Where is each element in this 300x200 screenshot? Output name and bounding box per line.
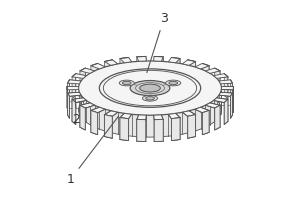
Ellipse shape <box>166 80 181 86</box>
Polygon shape <box>72 74 76 99</box>
Polygon shape <box>168 57 180 63</box>
Polygon shape <box>215 105 220 130</box>
Polygon shape <box>195 63 209 69</box>
Polygon shape <box>202 110 209 135</box>
Polygon shape <box>80 105 85 130</box>
Ellipse shape <box>122 81 131 85</box>
Polygon shape <box>206 103 220 108</box>
Ellipse shape <box>99 69 201 107</box>
Polygon shape <box>195 107 209 113</box>
Polygon shape <box>224 99 228 124</box>
Polygon shape <box>215 105 220 130</box>
Polygon shape <box>154 115 163 120</box>
Polygon shape <box>202 110 209 135</box>
Polygon shape <box>230 80 232 105</box>
Polygon shape <box>104 60 112 83</box>
Ellipse shape <box>146 97 154 100</box>
Polygon shape <box>91 107 105 113</box>
Polygon shape <box>104 115 112 138</box>
Ellipse shape <box>103 70 197 106</box>
Polygon shape <box>68 80 70 105</box>
Polygon shape <box>214 74 228 78</box>
Polygon shape <box>120 118 129 141</box>
Polygon shape <box>120 57 132 63</box>
Polygon shape <box>120 118 129 141</box>
Polygon shape <box>171 118 180 141</box>
Ellipse shape <box>130 81 170 96</box>
Polygon shape <box>206 68 220 73</box>
Text: 1: 1 <box>67 116 118 186</box>
Polygon shape <box>171 118 180 141</box>
Polygon shape <box>168 113 180 119</box>
Polygon shape <box>68 80 81 84</box>
Polygon shape <box>188 60 196 83</box>
Polygon shape <box>215 68 220 93</box>
Ellipse shape <box>169 81 178 85</box>
Polygon shape <box>104 111 118 116</box>
Ellipse shape <box>119 80 134 86</box>
Text: 3: 3 <box>147 12 168 73</box>
Polygon shape <box>137 56 146 61</box>
Polygon shape <box>154 119 163 142</box>
Ellipse shape <box>79 83 221 137</box>
Polygon shape <box>72 98 86 103</box>
Polygon shape <box>137 119 146 142</box>
Polygon shape <box>80 105 85 130</box>
Polygon shape <box>188 115 196 138</box>
Polygon shape <box>219 92 232 96</box>
Polygon shape <box>219 80 232 84</box>
Polygon shape <box>224 74 228 99</box>
Polygon shape <box>80 68 85 93</box>
Polygon shape <box>91 63 98 88</box>
Ellipse shape <box>140 84 160 92</box>
Polygon shape <box>182 60 196 65</box>
Polygon shape <box>230 93 232 118</box>
Polygon shape <box>72 99 76 124</box>
Polygon shape <box>104 60 118 65</box>
Polygon shape <box>137 56 146 79</box>
Polygon shape <box>137 115 146 120</box>
Polygon shape <box>154 119 163 142</box>
Polygon shape <box>67 86 79 90</box>
Polygon shape <box>68 92 81 96</box>
Ellipse shape <box>142 95 158 101</box>
Text: 2: 2 <box>73 97 80 126</box>
Polygon shape <box>80 68 94 73</box>
Polygon shape <box>224 99 228 124</box>
Polygon shape <box>188 115 196 138</box>
Polygon shape <box>91 63 105 69</box>
Polygon shape <box>104 115 112 138</box>
Polygon shape <box>91 110 98 135</box>
Ellipse shape <box>79 61 221 115</box>
Polygon shape <box>214 98 228 103</box>
Polygon shape <box>137 119 146 142</box>
Polygon shape <box>221 86 233 90</box>
Polygon shape <box>120 57 129 80</box>
Polygon shape <box>230 93 232 118</box>
Polygon shape <box>154 56 163 79</box>
Polygon shape <box>80 103 94 108</box>
Polygon shape <box>154 56 163 61</box>
Polygon shape <box>68 93 70 118</box>
Polygon shape <box>91 110 98 135</box>
Polygon shape <box>120 113 132 119</box>
Polygon shape <box>182 111 196 116</box>
Polygon shape <box>72 74 86 78</box>
Polygon shape <box>202 63 209 88</box>
Polygon shape <box>72 99 76 124</box>
Polygon shape <box>68 93 70 118</box>
Polygon shape <box>171 57 180 80</box>
